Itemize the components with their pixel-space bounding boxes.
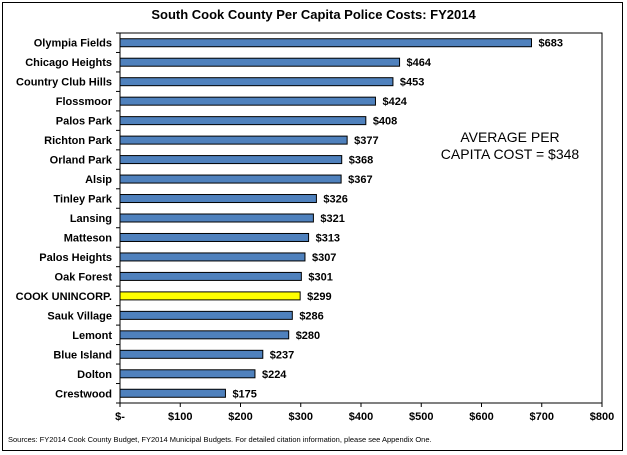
bar (119, 369, 256, 379)
category-label: Country Club Hills (16, 77, 112, 89)
data-label: $367 (348, 174, 372, 186)
bar (119, 135, 348, 145)
bar (119, 388, 226, 398)
x-tick-label: $600 (469, 411, 493, 423)
chart-frame (2, 2, 623, 451)
bar (119, 232, 310, 242)
x-tick-label: $100 (168, 411, 192, 423)
bar (119, 57, 401, 67)
category-label: Palos Heights (39, 252, 112, 264)
data-label: $237 (270, 349, 294, 361)
bar (119, 96, 376, 106)
category-label: Blue Island (53, 349, 112, 361)
category-label: Richton Park (44, 135, 113, 147)
category-label: Sauk Village (47, 310, 112, 322)
data-label: $286 (299, 310, 323, 322)
x-tick-label: $300 (289, 411, 313, 423)
data-label: $313 (316, 232, 340, 244)
data-label: $683 (539, 38, 563, 50)
data-label: $224 (262, 369, 287, 381)
data-label: $299 (307, 291, 331, 303)
category-label: Orland Park (50, 155, 113, 167)
data-label: $368 (349, 155, 373, 167)
bar (119, 116, 367, 126)
category-label: Alsip (85, 174, 112, 186)
bar (119, 38, 533, 48)
data-label: $307 (312, 252, 336, 264)
data-label: $301 (308, 271, 332, 283)
data-label: $175 (232, 388, 256, 400)
x-tick-label: $800 (590, 411, 614, 423)
category-label: Tinley Park (54, 194, 113, 206)
x-tick-label: $400 (349, 411, 373, 423)
data-label: $453 (400, 77, 424, 89)
bar (119, 291, 301, 301)
category-label: Olympia Fields (34, 38, 112, 50)
bar (119, 252, 306, 262)
bar (119, 194, 317, 204)
category-label: Dolton (77, 369, 112, 381)
category-label: Crestwood (55, 388, 112, 400)
category-label: Palos Park (56, 116, 113, 128)
bar (119, 174, 342, 184)
data-label: $326 (323, 194, 347, 206)
data-label: $464 (407, 57, 432, 69)
bar (119, 349, 264, 359)
average-annotation: AVERAGE PER CAPITA COST = $348 (430, 129, 590, 163)
data-label: $280 (296, 330, 320, 342)
category-label: Matteson (64, 232, 113, 244)
bar (119, 155, 343, 165)
category-label: Lemont (72, 330, 112, 342)
category-label: Flossmoor (56, 96, 113, 108)
x-tick-label: $500 (409, 411, 433, 423)
bar (119, 310, 293, 320)
category-label: Chicago Heights (25, 57, 112, 69)
data-label: $408 (373, 116, 397, 128)
category-label: Oak Forest (55, 271, 113, 283)
bar (119, 213, 314, 223)
bar (119, 271, 302, 281)
data-label: $377 (354, 135, 378, 147)
chart-title: South Cook County Per Capita Police Cost… (151, 7, 476, 22)
x-tick-label: $700 (530, 411, 554, 423)
category-label: COOK UNINCORP. (16, 291, 112, 303)
annotation-line-1: AVERAGE PER (460, 129, 560, 145)
bar (119, 330, 290, 340)
source-note: Sources: FY2014 Cook County Budget, FY20… (8, 435, 432, 444)
data-label: $424 (382, 96, 407, 108)
data-label: $321 (320, 213, 344, 225)
annotation-line-2: CAPITA COST = $348 (440, 146, 580, 162)
category-label: Lansing (70, 213, 112, 225)
x-tick-label: $- (115, 411, 125, 423)
x-tick-label: $200 (228, 411, 252, 423)
bar (119, 77, 394, 87)
